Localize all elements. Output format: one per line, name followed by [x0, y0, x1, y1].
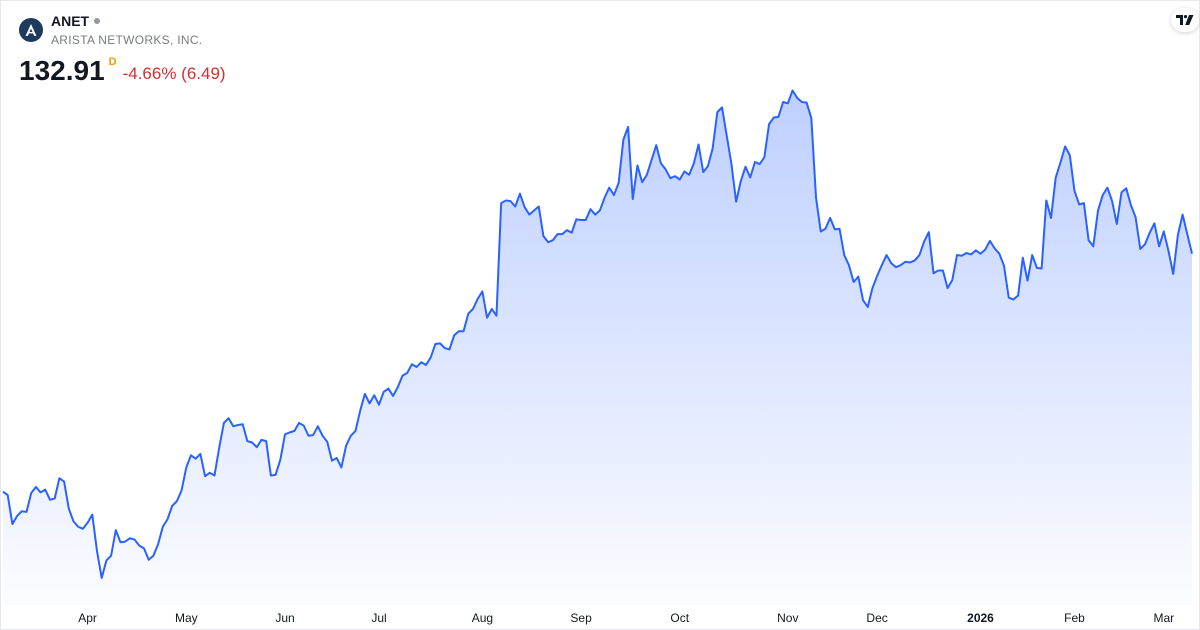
x-tick-label: May [175, 611, 198, 625]
price-series-line [2, 89, 1193, 579]
tradingview-logo-icon[interactable] [1171, 8, 1199, 32]
price-area-fill [3, 90, 1192, 606]
x-tick-label: Oct [670, 611, 689, 625]
x-tick-label: Jul [371, 611, 386, 625]
arista-logo-icon [19, 18, 43, 42]
last-price: 132.91 [19, 55, 105, 86]
x-tick-label: Mar [1153, 611, 1174, 625]
x-tick-label: Jun [275, 611, 294, 625]
ticker-label: ANET [51, 13, 90, 29]
period-marker: D [108, 56, 117, 68]
x-axis: Apr May Jun Jul Aug Sep Oct Nov Dec 2026 Feb Mar [78, 611, 1174, 625]
x-tick-label: 2026 [967, 611, 994, 625]
price-change: -4.66% (6.49) [122, 64, 226, 83]
x-tick-label: Sep [570, 611, 592, 625]
x-tick-label: Feb [1064, 611, 1085, 625]
x-tick-label: Apr [78, 611, 97, 625]
market-status-dot-icon [94, 18, 101, 24]
ticker-symbol[interactable]: ANET [51, 13, 101, 29]
company-name: ARISTA NETWORKS, INC. [51, 33, 203, 47]
x-tick-label: Nov [777, 611, 798, 625]
x-tick-label: Dec [866, 611, 887, 625]
price-row: 132.91 D -4.66% (6.49) [19, 55, 226, 87]
x-tick-label: Aug [472, 611, 493, 625]
